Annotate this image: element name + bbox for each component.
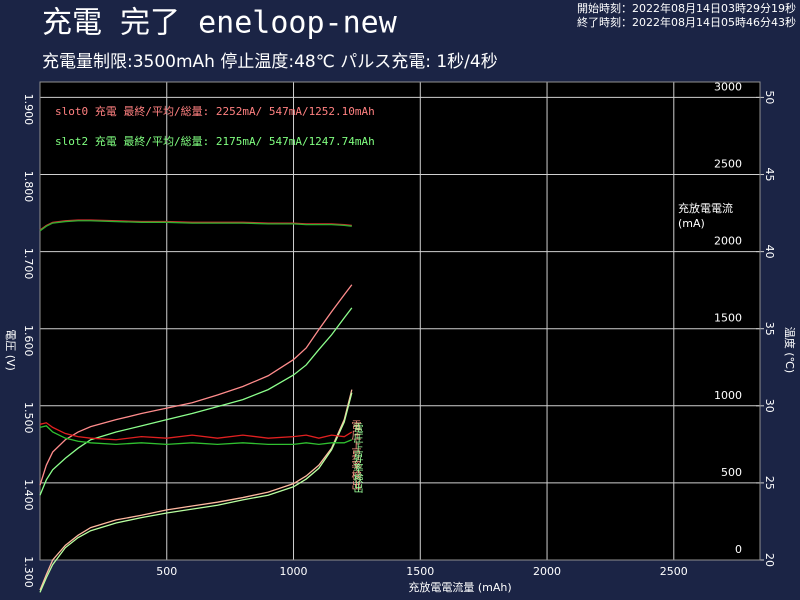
- y2-tick-label: 1500: [714, 312, 742, 325]
- x-tick-label: 1500: [406, 565, 434, 578]
- series-line: [39, 392, 353, 593]
- y3-tick-label: 40: [763, 245, 776, 259]
- y3-axis-label: 温度 (℃): [783, 327, 797, 373]
- y3-tick-label: 35: [763, 322, 776, 336]
- y2-axis-label: 充放電電流: [678, 201, 733, 215]
- stop-marker: 電圧上昇率検出: [351, 423, 363, 493]
- y3-tick-label: 45: [763, 168, 776, 182]
- plot-area: [40, 82, 760, 560]
- y-tick-label: 1.800: [22, 171, 35, 203]
- annotation: slot2 充電 最終/平均/総量: 2175mA/ 547mA/1247.74…: [55, 134, 375, 148]
- series-line: [39, 307, 353, 496]
- y-axis-label: 電圧 (V): [4, 329, 17, 371]
- y-tick-label: 1.500: [22, 402, 35, 434]
- end-time: 終了時刻：2022年08月14日05時46分43秒: [577, 15, 796, 29]
- annotation: slot0 充電 最終/平均/総量: 2252mA/ 547mA/1252.10…: [55, 104, 375, 118]
- y-tick-label: 1.900: [22, 94, 35, 126]
- y2-tick-label: 2500: [714, 158, 742, 171]
- series-line: [39, 422, 353, 441]
- x-tick-label: 1000: [280, 565, 308, 578]
- chart-title: 充電 完了 eneloop-new: [42, 6, 398, 41]
- y3-tick-label: 20: [763, 553, 776, 567]
- series-line: [39, 219, 352, 231]
- y2-tick-label: 2000: [714, 235, 742, 248]
- series-line: [39, 425, 353, 446]
- y2-tick-label: 3000: [714, 80, 742, 93]
- series-line: [39, 284, 353, 486]
- y2-tick-label: 0: [735, 543, 742, 556]
- x-tick-label: 2500: [660, 565, 688, 578]
- x-tick-label: 500: [156, 565, 177, 578]
- y2-axis-label: (mA): [678, 217, 705, 230]
- y2-tick-label: 1000: [714, 389, 742, 402]
- x-tick-label: 2000: [533, 565, 561, 578]
- plot-border: [39, 81, 761, 561]
- stop-marker: 電圧上昇率検出: [349, 420, 361, 490]
- y3-tick-label: 25: [763, 476, 776, 490]
- y-tick-label: 1.600: [22, 325, 35, 357]
- y3-tick-label: 50: [763, 90, 776, 104]
- chart-subtitle: 充電量制限:3500mAh 停止温度:48℃ パルス充電: 1秒/4秒: [42, 52, 498, 72]
- series-line: [39, 389, 353, 591]
- y2-tick-label: 500: [721, 466, 742, 479]
- start-time: 開始時刻：2022年08月14日03時29分19秒: [577, 1, 796, 15]
- y-tick-label: 1.300: [22, 556, 35, 588]
- y-tick-label: 1.400: [22, 479, 35, 511]
- y3-tick-label: 30: [763, 399, 776, 413]
- y-tick-label: 1.700: [22, 248, 35, 280]
- series-line: [39, 220, 352, 232]
- x-axis-label: 充放電電流量 (mAh): [408, 580, 511, 594]
